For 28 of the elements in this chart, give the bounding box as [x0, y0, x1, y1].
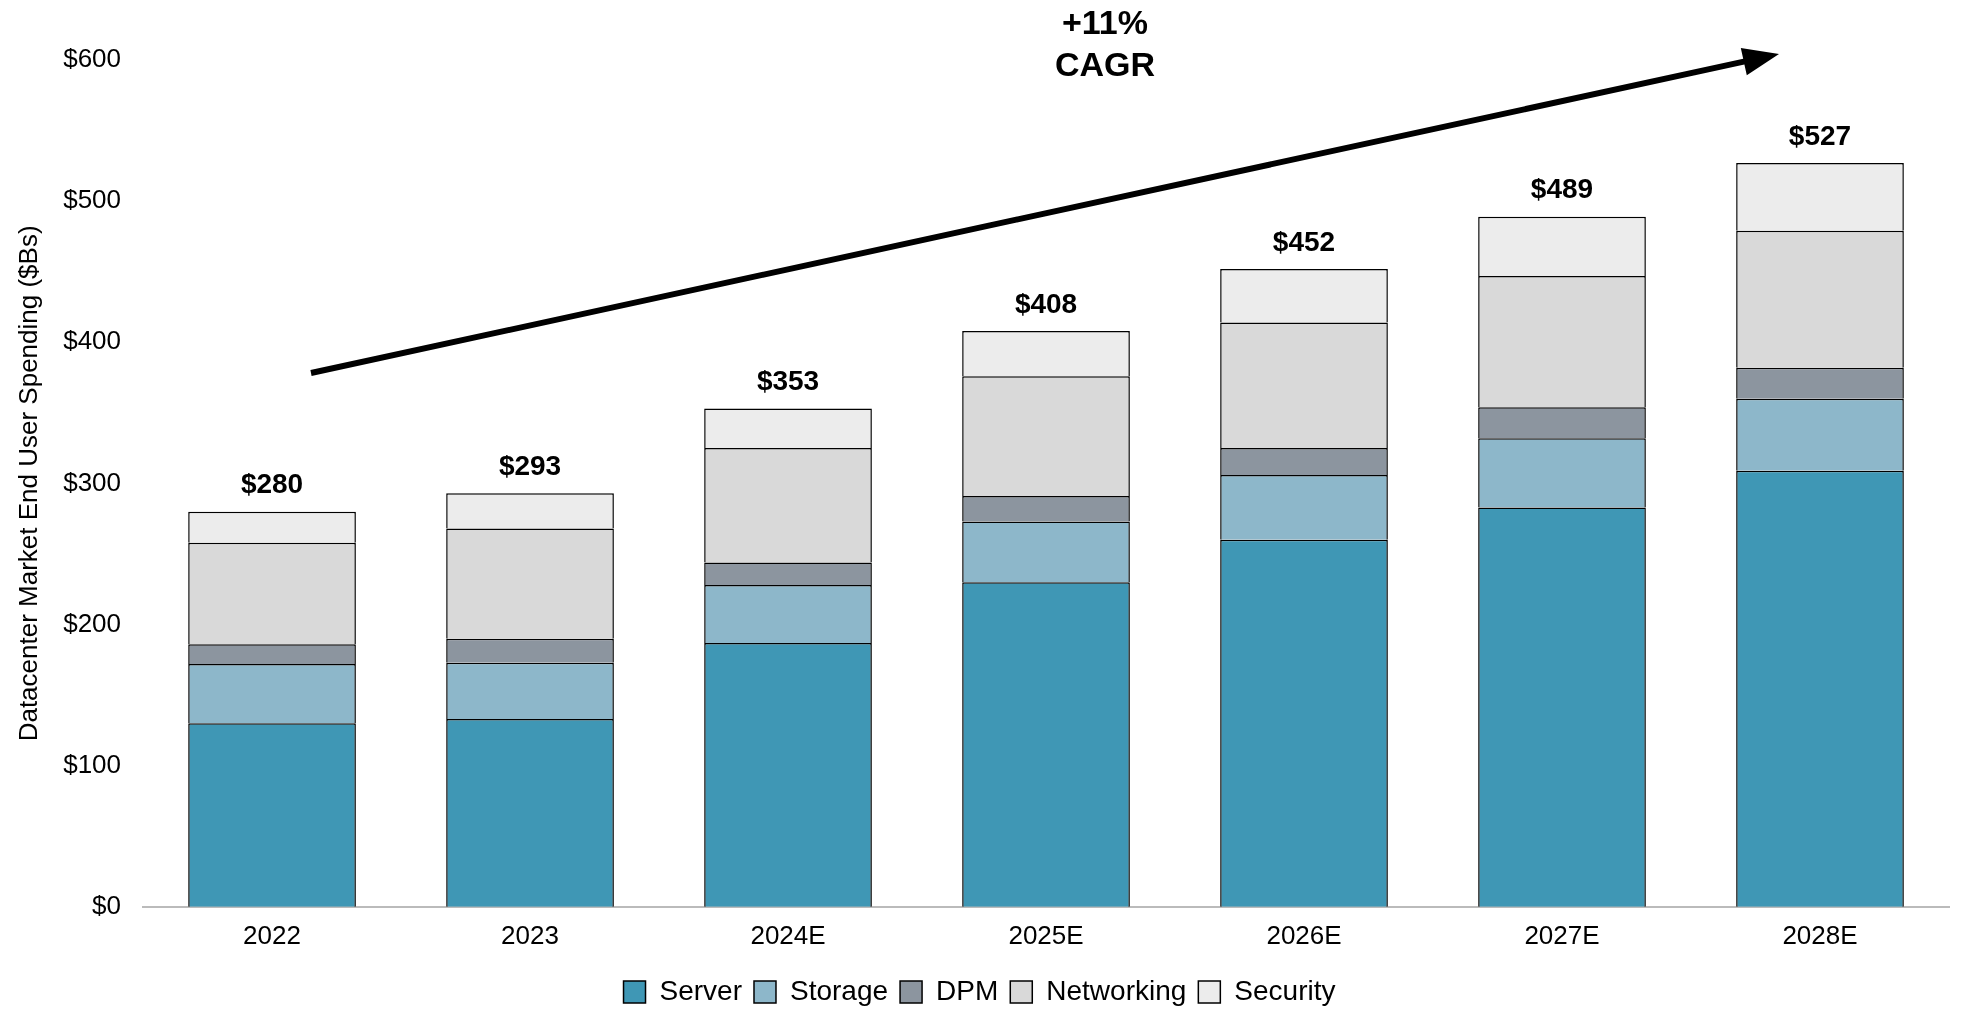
total-label: $527: [1788, 119, 1852, 151]
y-axis-title: Datacenter Market End User Spending ($Bs): [12, 225, 43, 742]
legend-label: Security: [1234, 974, 1336, 1006]
legend-label: DPM: [936, 974, 999, 1006]
y-tick-label: $500: [63, 184, 122, 215]
y-tick-label: $600: [63, 43, 122, 74]
y-tick-label: $100: [63, 748, 122, 779]
legend-label: Networking: [1046, 974, 1187, 1006]
x-tick-label: 2024E: [750, 919, 826, 950]
y-tick-label: $400: [63, 325, 122, 356]
total-label: $408: [1014, 287, 1078, 319]
y-tick-label: $0: [92, 889, 122, 920]
y-tick-label: $300: [63, 466, 122, 497]
x-tick-label: 2023: [501, 919, 559, 950]
legend-label: Storage: [789, 974, 889, 1006]
x-tick-label: 2028E: [1782, 919, 1858, 950]
x-tick-label: 2025E: [1008, 919, 1084, 950]
y-tick-label: $200: [63, 607, 122, 638]
x-tick-label: 2022: [243, 919, 301, 950]
x-tick-label: 2027E: [1524, 919, 1600, 950]
total-label: $452: [1272, 225, 1336, 257]
total-label: $280: [240, 468, 304, 500]
total-label: $353: [756, 365, 820, 397]
annotation: +11% CAGR: [1054, 3, 1156, 84]
total-label: $293: [498, 450, 562, 481]
legend-label: Server: [659, 974, 742, 1006]
x-tick-label: 2026E: [1266, 919, 1342, 950]
total-label: $489: [1530, 173, 1594, 205]
